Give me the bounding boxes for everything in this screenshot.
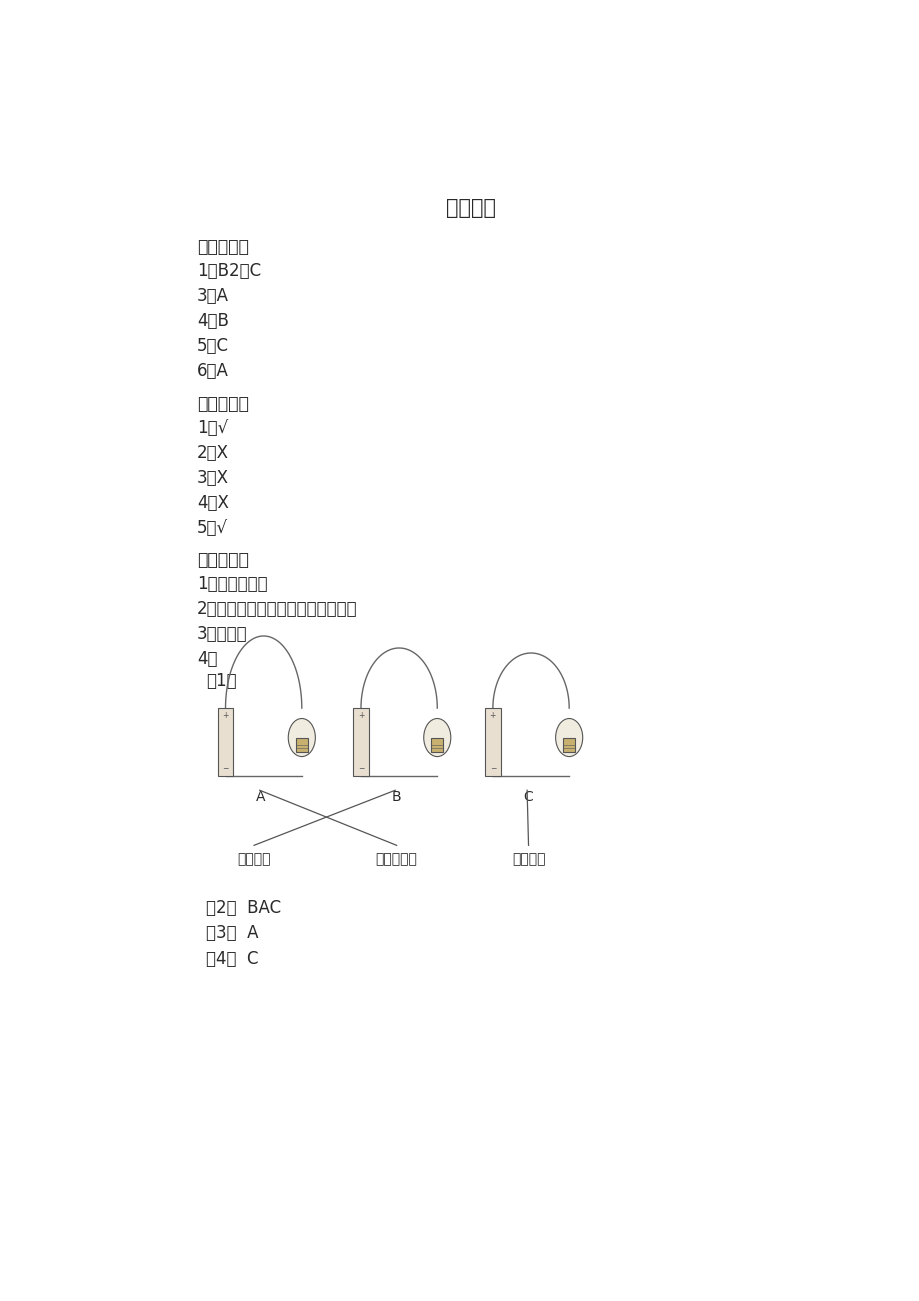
Text: +: + [489,712,495,719]
Text: （3）  A: （3） A [206,925,258,942]
Text: 电路检测器: 电路检测器 [375,852,417,866]
FancyBboxPatch shape [484,708,500,777]
Text: 二、判断题: 二、判断题 [197,394,249,412]
Text: −: − [222,764,229,773]
Text: A: A [255,790,266,804]
Bar [562,738,574,752]
Text: （1）: （1） [206,673,236,690]
Text: −: − [357,764,364,773]
Text: +: + [357,712,364,719]
Text: 5、√: 5、√ [197,519,228,537]
Text: 参考答案: 参考答案 [446,198,496,219]
Text: 1、电路检测器: 1、电路检测器 [197,575,267,593]
Text: 3、X: 3、X [197,468,229,487]
Text: B: B [391,790,401,804]
Circle shape [424,718,450,757]
Text: （4）  C: （4） C [206,950,258,968]
Circle shape [288,718,315,757]
Text: 一、选择题: 一、选择题 [197,238,249,256]
Text: 短路电路: 短路电路 [237,852,270,866]
Text: 4、: 4、 [197,650,217,667]
Text: −: − [489,764,495,773]
Bar [431,738,443,752]
Text: 3、A: 3、A [197,288,229,306]
FancyBboxPatch shape [218,708,233,777]
Text: 3、检测头: 3、检测头 [197,624,247,643]
Text: 6、A: 6、A [197,363,229,380]
Text: 1、B2、C: 1、B2、C [197,263,261,280]
Text: 三、填空题: 三、填空题 [197,550,249,569]
Circle shape [555,718,582,757]
Text: 通路电路: 通路电路 [511,852,545,866]
Text: 2、电池没电了导线坏了小灯泡坏了: 2、电池没电了导线坏了小灯泡坏了 [197,600,357,618]
Text: 1、√: 1、√ [197,419,228,437]
Text: 2、X: 2、X [197,444,229,462]
Text: 5、C: 5、C [197,337,229,355]
Text: 4、X: 4、X [197,493,229,511]
Bar [295,738,308,752]
FancyBboxPatch shape [353,708,369,777]
Text: +: + [222,712,229,719]
Text: 4、B: 4、B [197,312,229,330]
Text: C: C [523,790,533,804]
Text: （2）  BAC: （2） BAC [206,899,281,917]
